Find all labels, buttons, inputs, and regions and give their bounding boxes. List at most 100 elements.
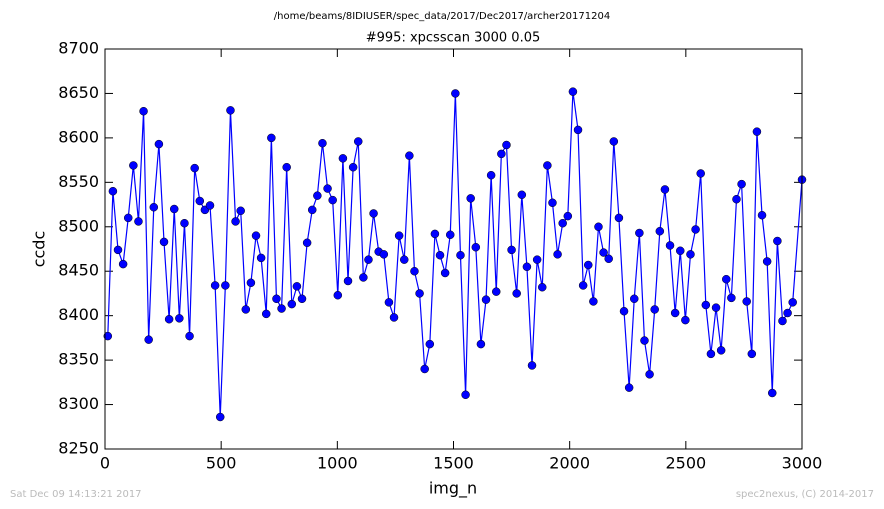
data-point bbox=[619, 306, 629, 316]
data-point bbox=[778, 316, 787, 326]
data-point bbox=[435, 250, 445, 260]
y-tick-label: 8350 bbox=[58, 350, 99, 369]
data-point bbox=[323, 184, 332, 193]
data-point bbox=[440, 268, 450, 278]
data-point bbox=[333, 290, 343, 300]
data-point bbox=[609, 137, 619, 146]
data-point bbox=[129, 161, 138, 170]
data-point bbox=[236, 206, 245, 216]
data-point bbox=[584, 260, 593, 270]
data-point bbox=[384, 298, 394, 307]
data-point bbox=[353, 137, 363, 146]
data-point bbox=[113, 245, 123, 255]
data-point bbox=[665, 241, 675, 250]
data-point bbox=[175, 314, 184, 323]
data-point bbox=[180, 218, 189, 228]
data-point bbox=[169, 204, 179, 214]
data-point bbox=[757, 210, 767, 220]
data-point bbox=[415, 289, 424, 298]
data-point bbox=[210, 281, 220, 290]
data-point bbox=[507, 245, 516, 255]
data-point bbox=[599, 248, 608, 257]
data-point bbox=[696, 169, 705, 178]
data-point bbox=[614, 213, 624, 223]
series-line bbox=[107, 91, 803, 418]
data-point bbox=[394, 231, 404, 240]
data-point bbox=[762, 257, 772, 266]
y-tick-label: 8300 bbox=[58, 394, 99, 413]
data-point bbox=[430, 229, 440, 239]
x-axis-label: img_n bbox=[429, 479, 477, 499]
data-point bbox=[369, 209, 378, 218]
footer-left: Sat Dec 09 14:13:21 2017 bbox=[10, 489, 142, 500]
y-tick-label: 8650 bbox=[58, 83, 99, 102]
data-point bbox=[711, 303, 721, 312]
data-point bbox=[773, 236, 782, 246]
data-point bbox=[716, 346, 726, 355]
data-point bbox=[788, 298, 797, 307]
data-point bbox=[686, 250, 695, 259]
data-point bbox=[752, 127, 762, 136]
data-point bbox=[144, 335, 153, 344]
suptitle: /home/beams/8IDIUSER/spec_data/2017/Dec2… bbox=[274, 11, 610, 22]
data-point bbox=[630, 294, 639, 304]
data-point bbox=[195, 196, 205, 206]
data-point bbox=[134, 217, 143, 226]
data-point bbox=[251, 231, 261, 240]
data-point bbox=[338, 154, 348, 163]
data-point bbox=[491, 287, 501, 296]
data-point bbox=[118, 259, 128, 269]
y-tick-label: 8450 bbox=[58, 261, 99, 280]
data-point bbox=[497, 149, 506, 159]
data-point bbox=[256, 253, 266, 263]
data-point bbox=[420, 364, 429, 374]
data-point bbox=[159, 237, 169, 247]
data-point bbox=[732, 194, 741, 204]
data-point bbox=[538, 282, 547, 292]
data-point bbox=[261, 309, 271, 319]
data-point bbox=[399, 255, 409, 264]
data-point bbox=[747, 349, 757, 359]
data-point bbox=[241, 305, 251, 314]
data-point bbox=[123, 213, 133, 223]
data-point bbox=[660, 185, 670, 194]
data-point bbox=[215, 412, 225, 422]
data-point bbox=[318, 138, 327, 148]
data-point bbox=[522, 262, 532, 272]
data-point bbox=[154, 139, 164, 149]
x-tick-label: 1000 bbox=[317, 454, 358, 473]
data-point bbox=[512, 289, 521, 298]
data-point bbox=[410, 266, 419, 276]
footer-right: spec2nexus, (C) 2014-2017 bbox=[736, 489, 874, 500]
data-point bbox=[568, 87, 578, 96]
data-point bbox=[348, 162, 358, 172]
y-tick-label: 8550 bbox=[58, 172, 99, 191]
data-point bbox=[645, 370, 654, 379]
x-tick-label: 2500 bbox=[665, 454, 706, 473]
data-point bbox=[451, 89, 460, 98]
data-point bbox=[476, 339, 486, 349]
data-point bbox=[543, 161, 552, 170]
data-point bbox=[655, 226, 665, 236]
data-point bbox=[604, 254, 613, 264]
chart-title: #995: xpcsscan 3000 0.05 bbox=[366, 31, 541, 46]
data-point bbox=[553, 250, 562, 259]
data-point bbox=[481, 295, 491, 304]
data-point bbox=[190, 163, 199, 173]
data-point bbox=[471, 242, 481, 252]
x-tick-label: 2000 bbox=[549, 454, 590, 473]
data-point bbox=[589, 297, 598, 306]
data-point bbox=[578, 281, 588, 290]
data-point bbox=[149, 202, 159, 212]
x-tick-label: 500 bbox=[206, 454, 237, 473]
x-tick-label: 0 bbox=[100, 454, 110, 473]
data-point bbox=[548, 198, 557, 208]
y-tick-label: 8500 bbox=[58, 216, 99, 235]
data-point bbox=[558, 218, 567, 228]
data-point bbox=[313, 191, 322, 200]
data-point bbox=[302, 238, 312, 248]
data-point bbox=[486, 170, 496, 180]
data-point bbox=[226, 106, 235, 115]
data-point bbox=[108, 186, 118, 196]
data-point bbox=[379, 250, 389, 259]
